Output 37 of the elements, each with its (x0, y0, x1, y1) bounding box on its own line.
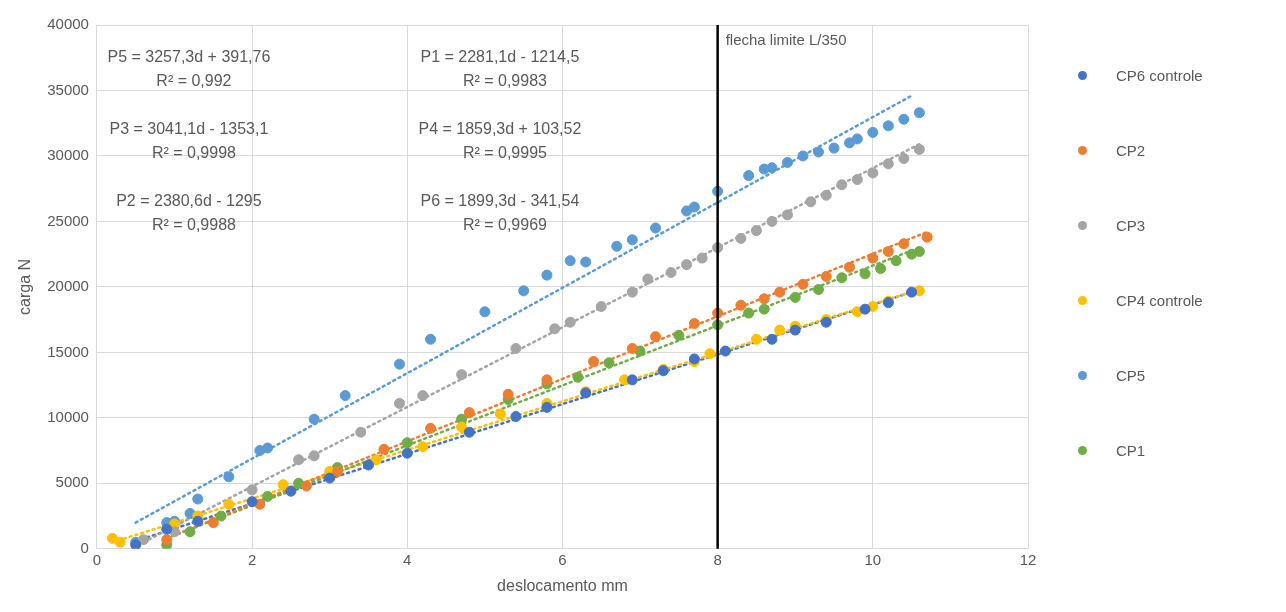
annotation: P2 = 2380,6d - 1295 (116, 192, 262, 210)
annotation: R² = 0,9969 (462, 216, 548, 234)
annotation: P1 = 2281,1d - 1214,5 (420, 48, 580, 66)
x-axis-title: deslocamento mm (497, 576, 628, 594)
annotation: P3 = 3041,1d - 1353,1 (109, 120, 269, 138)
x-tick-label: 8 (713, 550, 722, 568)
x-tick-label: 0 (92, 550, 102, 568)
y-tick-label: 20000 (47, 277, 89, 295)
y-tick-label: 30000 (47, 146, 89, 164)
annotation: R² = 0,9998 (151, 144, 237, 162)
annotation: P4 = 1859,3d + 103,52 (418, 120, 582, 138)
annotation: P6 = 1899,3d - 341,54 (420, 192, 580, 210)
annotation: R² = 0,992 (156, 72, 232, 90)
x-tick-label: 6 (558, 550, 567, 568)
y-tick-label: 35000 (47, 80, 89, 98)
annotation: R² = 0,9983 (462, 72, 548, 90)
y-tick-label: 10000 (47, 407, 89, 425)
annotation: R² = 0,9995 (462, 144, 548, 162)
y-tick-label: 40000 (47, 15, 89, 33)
annotation: R² = 0,9988 (151, 216, 237, 234)
y-tick-label: 15000 (47, 342, 89, 360)
legend-label: CP2 (1116, 142, 1146, 159)
legend-label: CP3 (1116, 217, 1146, 234)
legend-label: CP1 (1116, 442, 1146, 459)
legend-label: CP6 controle (1116, 67, 1203, 84)
ref-line-label: flecha limite L/350 (725, 31, 847, 49)
y-axis-title: carga N (16, 258, 34, 315)
y-tick-label: 0 (80, 538, 89, 556)
x-tick-label: 12 (1019, 550, 1037, 568)
annotation: P5 = 3257,3d + 391,76 (107, 48, 271, 66)
legend-label: CP5 (1116, 367, 1146, 384)
x-tick-label: 2 (247, 550, 257, 568)
y-tick-label: 25000 (47, 211, 89, 229)
x-tick-label: 4 (403, 550, 412, 568)
legend-label: CP4 controle (1116, 292, 1203, 309)
x-tick-label: 10 (864, 550, 882, 568)
y-tick-label: 5000 (55, 473, 89, 491)
